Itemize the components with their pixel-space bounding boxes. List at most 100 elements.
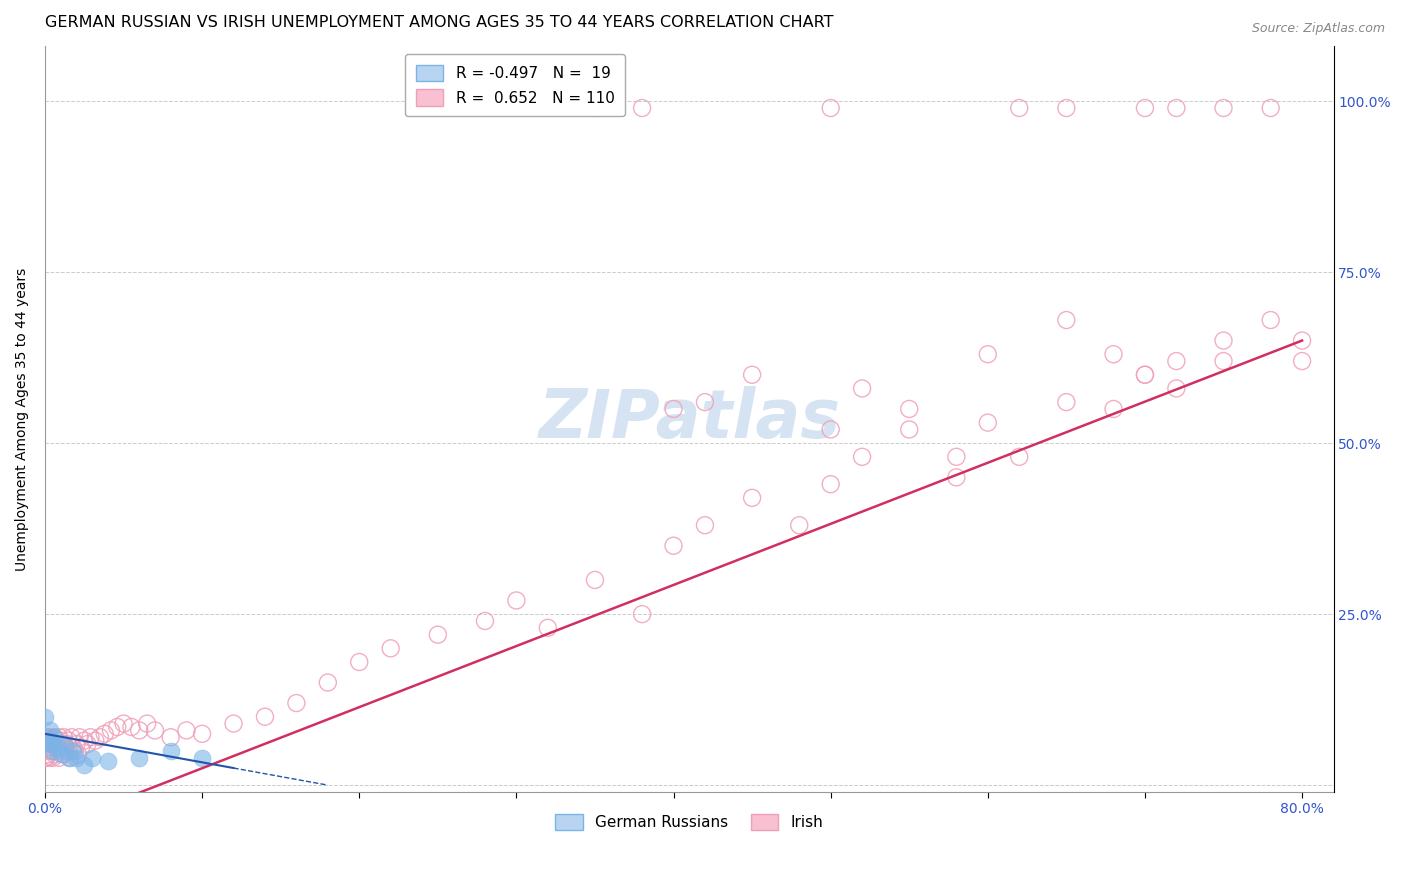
Point: [73, 733, 96, 747]
Point: [48, 731, 70, 745]
Point: [100, 723, 122, 738]
Point: [56, 737, 79, 751]
Point: [1008, 450, 1031, 464]
Point: [662, 401, 685, 416]
Point: [44, 731, 66, 745]
Point: [159, 744, 181, 758]
Point: [66, 747, 89, 762]
Point: [97, 754, 120, 768]
Point: [89, 731, 111, 745]
Legend: German Russians, Irish: German Russians, Irish: [548, 807, 830, 837]
Point: [52, 747, 75, 762]
Point: [787, 518, 810, 533]
Point: [65, 737, 87, 751]
Point: [191, 751, 214, 765]
Point: [73, 757, 96, 772]
Point: [35, 740, 58, 755]
Point: [49, 733, 72, 747]
Point: [39, 740, 62, 755]
Point: [851, 381, 873, 395]
Point: [105, 720, 128, 734]
Point: [69, 731, 91, 745]
Point: [37, 733, 59, 747]
Point: [159, 731, 181, 745]
Point: [1102, 401, 1125, 416]
Point: [349, 655, 371, 669]
Text: GERMAN RUSSIAN VS IRISH UNEMPLOYMENT AMONG AGES 35 TO 44 YEARS CORRELATION CHART: GERMAN RUSSIAN VS IRISH UNEMPLOYMENT AMO…: [45, 15, 834, 30]
Point: [1054, 395, 1077, 409]
Point: [662, 539, 685, 553]
Point: [426, 627, 449, 641]
Point: [1291, 334, 1313, 348]
Point: [253, 710, 276, 724]
Point: [38, 731, 60, 745]
Point: [1133, 101, 1156, 115]
Point: [1166, 354, 1188, 368]
Point: [37, 733, 59, 747]
Point: [898, 422, 921, 436]
Point: [128, 751, 150, 765]
Point: [46, 740, 69, 755]
Point: [35, 751, 58, 765]
Point: [380, 641, 402, 656]
Point: [60, 731, 83, 745]
Point: [34, 731, 56, 745]
Point: [1260, 313, 1282, 327]
Point: [176, 723, 198, 738]
Point: [59, 751, 82, 765]
Point: [1054, 101, 1077, 115]
Point: [820, 422, 842, 436]
Point: [741, 491, 763, 505]
Point: [42, 751, 65, 765]
Point: [741, 368, 763, 382]
Point: [1133, 368, 1156, 382]
Point: [58, 751, 80, 765]
Point: [58, 744, 80, 758]
Point: [693, 518, 716, 533]
Point: [191, 727, 214, 741]
Point: [44, 731, 66, 745]
Point: [112, 716, 135, 731]
Point: [51, 737, 73, 751]
Point: [851, 450, 873, 464]
Point: [136, 716, 159, 731]
Point: [222, 716, 245, 731]
Point: [46, 744, 69, 758]
Point: [1212, 354, 1234, 368]
Point: [34, 737, 56, 751]
Point: [1102, 347, 1125, 361]
Point: [49, 747, 72, 762]
Point: [631, 101, 654, 115]
Point: [65, 751, 87, 765]
Point: [52, 737, 75, 751]
Point: [34, 751, 56, 765]
Point: [1212, 334, 1234, 348]
Point: [1166, 381, 1188, 395]
Point: [62, 740, 84, 755]
Point: [1133, 368, 1156, 382]
Point: [1212, 101, 1234, 115]
Point: [63, 744, 86, 758]
Point: [38, 751, 60, 765]
Point: [1054, 313, 1077, 327]
Point: [46, 737, 69, 751]
Point: [38, 723, 60, 738]
Point: [48, 751, 70, 765]
Point: [42, 737, 65, 751]
Point: [945, 450, 967, 464]
Point: [58, 733, 80, 747]
Point: [143, 723, 166, 738]
Point: [39, 737, 62, 751]
Point: [474, 614, 496, 628]
Point: [1260, 101, 1282, 115]
Point: [45, 740, 67, 755]
Point: [34, 744, 56, 758]
Point: [505, 593, 527, 607]
Point: [42, 744, 65, 758]
Point: [39, 733, 62, 747]
Point: [977, 416, 1000, 430]
Point: [583, 573, 606, 587]
Point: [583, 101, 606, 115]
Point: [52, 731, 75, 745]
Text: Source: ZipAtlas.com: Source: ZipAtlas.com: [1251, 22, 1385, 36]
